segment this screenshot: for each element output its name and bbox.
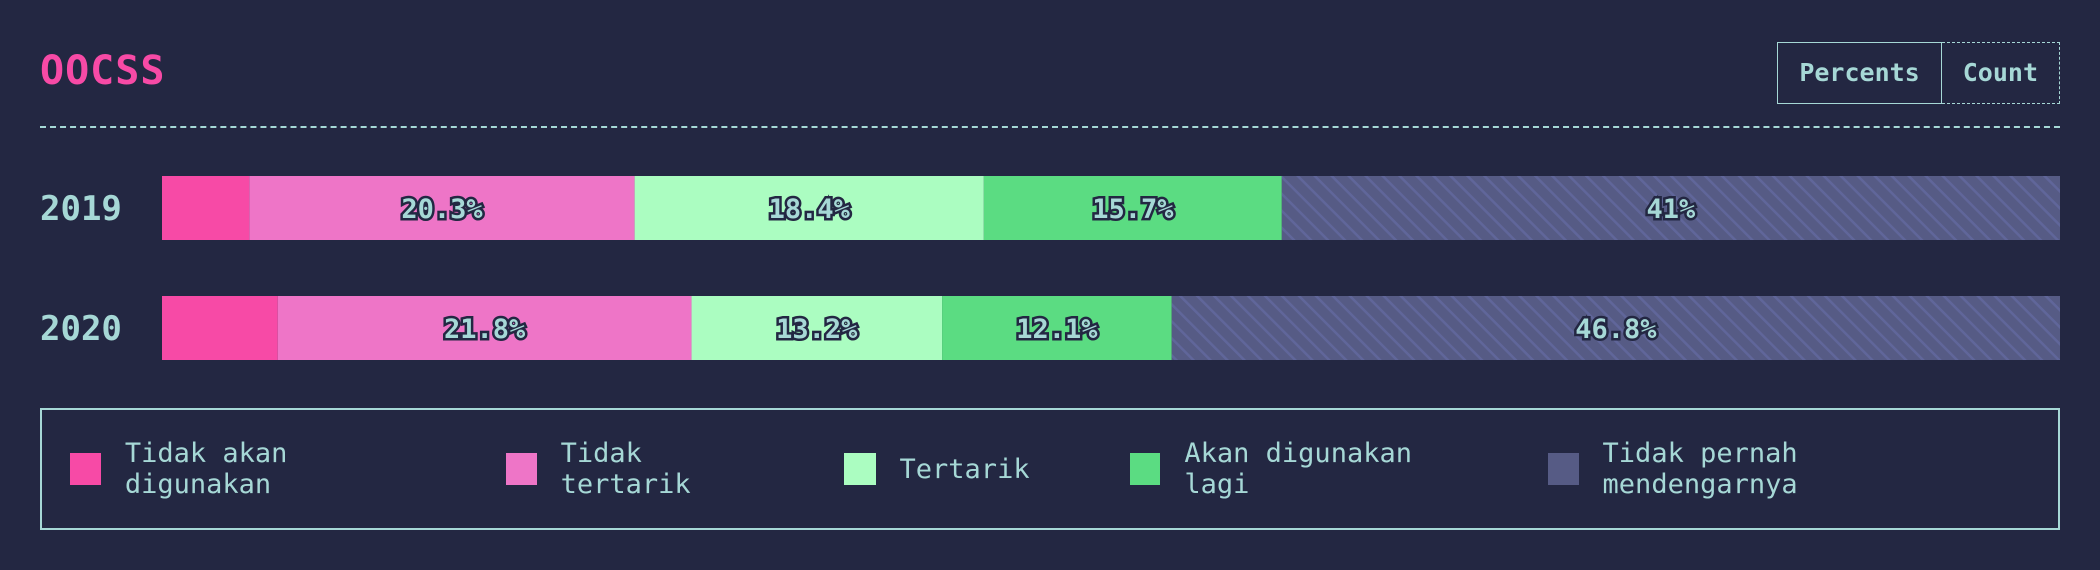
stacked-bar-chart: 2019 20.3% 18.4% 15.7% 41% 2020 21.8% 13.2% 12.1… [40, 176, 2060, 360]
legend-item-0[interactable]: Tidak akan digunakan [70, 438, 438, 500]
legend-item-4[interactable]: Tidak pernah mendengarnya [1547, 438, 1994, 500]
data-label-2019-series-4: 41% [1647, 194, 1697, 225]
legend-swatch [1129, 453, 1161, 485]
view-toggle: Percents Count [1777, 42, 2060, 104]
data-label-2019-series-1: 20.3% [401, 194, 483, 225]
bar-2020-series-2[interactable] [691, 296, 943, 360]
category-label-2019: 2019 [40, 189, 122, 229]
bar-2020-series-4[interactable] [1171, 296, 2060, 360]
data-label-2020-series-4: 46.8% [1575, 314, 1657, 345]
bar-2019-series-2[interactable] [634, 176, 984, 240]
bar-2020-series-3[interactable] [942, 296, 1172, 360]
category-label-2020: 2020 [40, 309, 122, 349]
bar-2019-series-3[interactable] [983, 176, 1282, 240]
header-divider [40, 126, 2060, 128]
count-button[interactable]: Count [1941, 42, 2060, 104]
data-label-2019-series-3: 15.7% [1092, 194, 1174, 225]
legend-label: Tidak tertarik [560, 438, 691, 500]
data-label-2019-series-2: 18.4% [769, 194, 851, 225]
bar-2019-series-4[interactable] [1281, 176, 2060, 240]
legend-swatch [505, 453, 537, 485]
data-label-2020-series-2: 13.2% [776, 314, 858, 345]
legend-swatch [70, 453, 101, 485]
legend-swatch [843, 453, 876, 485]
bar-2019-series-1[interactable] [249, 176, 635, 240]
legend-label: Tidak akan digunakan [124, 438, 288, 500]
legend-label: Tertarik [899, 453, 1030, 485]
legend-item-2[interactable]: Tertarik [843, 453, 1030, 485]
legend-label: Tidak pernah mendengarnya [1602, 438, 1798, 500]
legend-item-3[interactable]: Akan digunakan lagi [1129, 438, 1482, 500]
chart-title: OOCSS [40, 48, 166, 94]
percents-button[interactable]: Percents [1777, 42, 1942, 104]
legend-label: Akan digunakan lagi [1184, 438, 1412, 500]
data-label-2020-series-1: 21.8% [444, 314, 526, 345]
legend: Tidak akan digunakan Tidak tertarik Tertar… [40, 408, 2060, 530]
bar-2019-series-0[interactable] [162, 176, 250, 240]
data-label-2020-series-3: 12.1% [1016, 314, 1098, 345]
legend-swatch [1547, 453, 1579, 485]
bar-2020-series-0[interactable] [162, 296, 278, 360]
legend-item-1[interactable]: Tidak tertarik [505, 438, 780, 500]
bar-2020-series-1[interactable] [277, 296, 692, 360]
